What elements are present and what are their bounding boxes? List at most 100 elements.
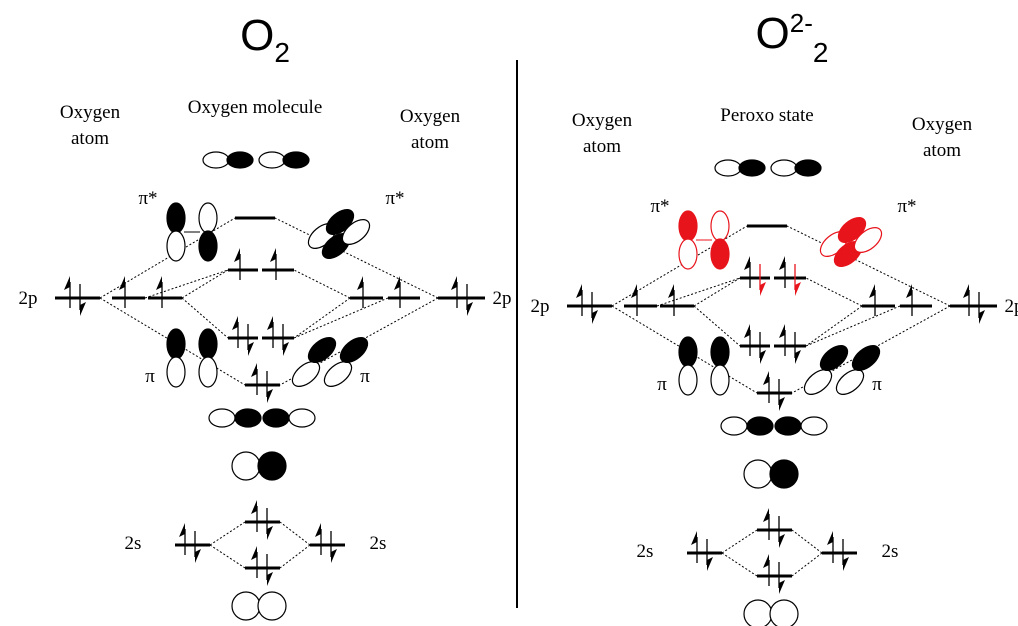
electron-up-head (251, 500, 257, 514)
orbital-lobe (770, 460, 798, 488)
label: π* (897, 196, 916, 217)
electron-up-head (763, 371, 769, 385)
orbital-lobe (235, 409, 261, 427)
electron-down-head (843, 557, 849, 571)
electron-down-head (248, 342, 254, 356)
electron-up-head (779, 256, 785, 270)
label: Oxygen (400, 106, 461, 127)
label: atom (923, 140, 961, 161)
label: π* (138, 188, 157, 209)
orbital-lobe (715, 160, 741, 176)
electron-up-head (119, 276, 125, 290)
label: Oxygen (912, 114, 973, 135)
connector (210, 545, 245, 568)
label: 2s (370, 533, 387, 554)
electron-up-head (963, 284, 969, 298)
orbital-lobe (679, 337, 697, 367)
connector (100, 218, 235, 298)
electron-down-head (267, 526, 273, 540)
orbital-lobe (203, 152, 229, 168)
electron-up-head (668, 284, 674, 298)
orbital-lobe (801, 417, 827, 435)
title-part: 2 (813, 37, 829, 68)
title: O2 (240, 11, 290, 68)
electron-down-head (267, 572, 273, 586)
orbital-lobe (258, 592, 286, 620)
orbital-lobe (795, 160, 821, 176)
electron-down-head (979, 310, 985, 324)
electron-up-head (763, 554, 769, 568)
label: π (657, 374, 667, 395)
orbital-lobe (739, 160, 765, 176)
label: π* (385, 188, 404, 209)
orbital-lobe (232, 452, 260, 480)
connector (294, 270, 350, 298)
orbital-lobe (199, 231, 217, 261)
orbital-lobe (258, 452, 286, 480)
orbital-lobe (227, 152, 253, 168)
connector (657, 278, 740, 306)
orbital-lobe (199, 203, 217, 233)
title-part: O (240, 11, 274, 60)
electron-up-head (179, 523, 185, 537)
electron-down-head (467, 302, 473, 316)
connector (722, 530, 757, 553)
connector (210, 522, 245, 545)
title: O2-2 (756, 8, 829, 68)
label: π* (650, 196, 669, 217)
electron-up-head (744, 256, 750, 270)
orbital-lobe (744, 460, 772, 488)
label: 2p (531, 296, 550, 317)
electron-up-head (763, 508, 769, 522)
orbital-lobe (289, 409, 315, 427)
orbital-lobe (711, 365, 729, 395)
label: Oxygen molecule (188, 97, 323, 118)
label: 2s (637, 541, 654, 562)
orbital-lobe (167, 203, 185, 233)
label: π (872, 374, 882, 395)
electron-up-head (357, 276, 363, 290)
connector (182, 270, 228, 298)
orbital-lobe (744, 600, 772, 626)
orbital-lobe (167, 357, 185, 387)
electron-up-head (64, 276, 70, 290)
electron-down-head (779, 397, 785, 411)
orbital-lobe (711, 239, 729, 269)
connector (806, 306, 862, 346)
panel: O2OxygenatomOxygenatomOxygen moleculeπ*π… (19, 11, 512, 620)
orbital-lobe (199, 329, 217, 359)
label: π (145, 366, 155, 387)
electron-up-head (251, 546, 257, 560)
electron-up-head (869, 284, 875, 298)
title-part: O (756, 9, 790, 58)
orbital-lobe (199, 357, 217, 387)
connector (792, 553, 822, 576)
electron-up-head (251, 363, 257, 377)
electron-up-head (270, 248, 276, 262)
connector (722, 553, 757, 576)
connector (294, 298, 388, 338)
connector (145, 270, 228, 298)
electron-up-head (779, 324, 785, 338)
label: atom (583, 136, 621, 157)
orbital-lobe (283, 152, 309, 168)
electron-down-head (283, 342, 289, 356)
orbital-lobe (747, 417, 773, 435)
connector (806, 278, 862, 306)
electron-up-head (232, 316, 238, 330)
electron-down-head (760, 282, 766, 296)
orbital-lobe (167, 231, 185, 261)
connector (694, 278, 740, 306)
orbital-lobe (259, 152, 285, 168)
label: Oxygen (60, 102, 121, 123)
electron-down-head (592, 310, 598, 324)
mo-diagram: O2OxygenatomOxygenatomOxygen moleculeπ*π… (0, 0, 1018, 626)
orbital-lobe (679, 365, 697, 395)
label: Peroxo state (720, 105, 813, 126)
title-part: 2 (274, 37, 290, 68)
label: π (360, 366, 370, 387)
orbital-lobe (679, 239, 697, 269)
connector (280, 545, 310, 568)
connector (792, 530, 822, 553)
